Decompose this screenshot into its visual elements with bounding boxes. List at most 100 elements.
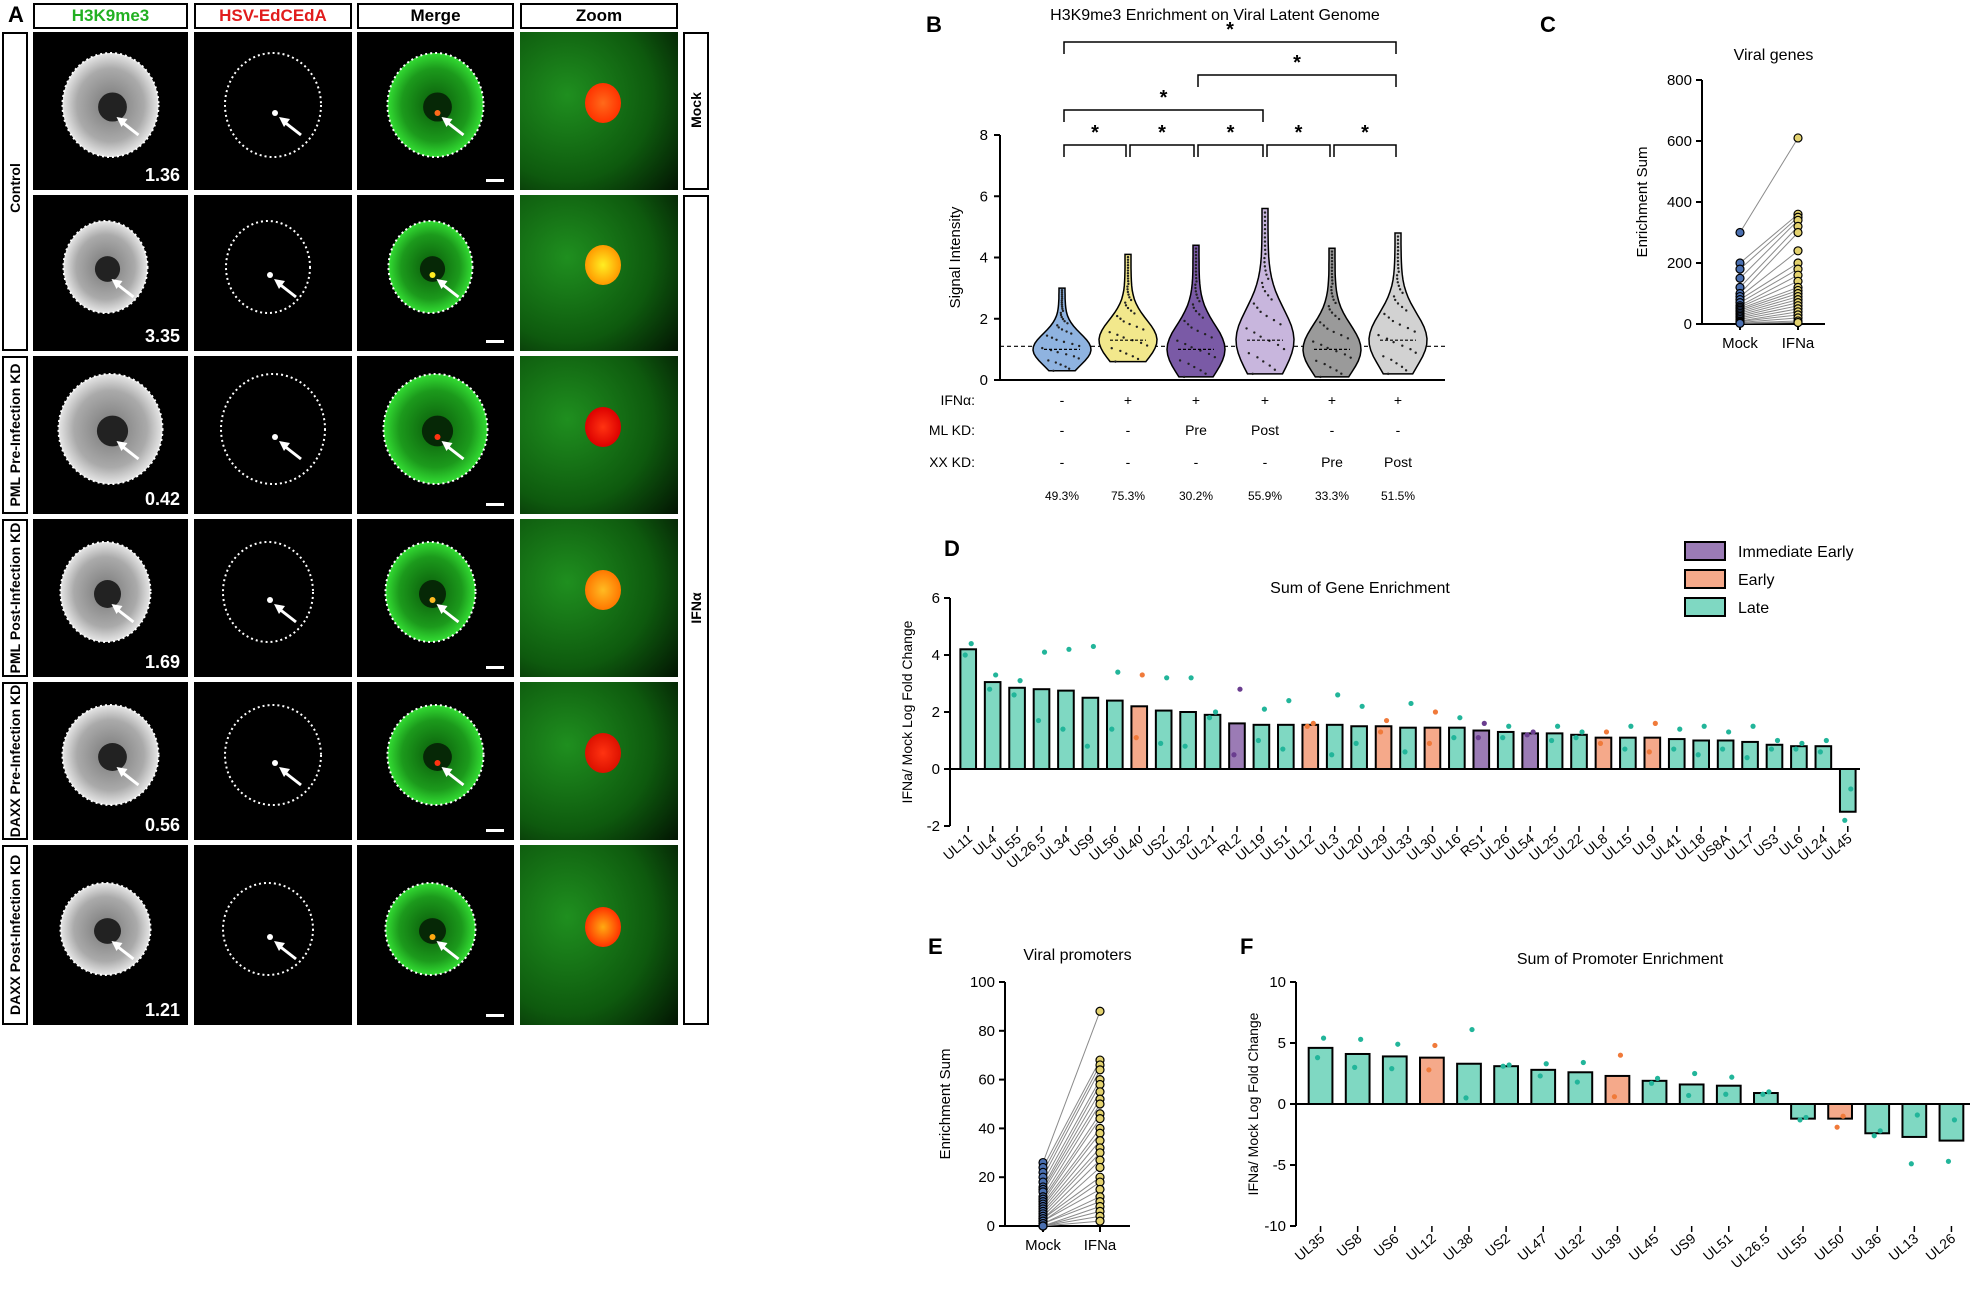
violin-point: [1396, 302, 1400, 305]
violin-point: [1062, 340, 1066, 344]
pair-line: [1739, 250, 1799, 297]
x-tick-label: UL47: [1514, 1230, 1550, 1264]
replicate-point: [1231, 752, 1237, 758]
violin-point: [1194, 250, 1198, 254]
replicate-point: [1554, 723, 1561, 729]
table-cell: -: [1263, 454, 1268, 470]
bar: [1619, 736, 1637, 770]
micro-shape: [222, 541, 314, 643]
replicate-point: [1692, 1070, 1698, 1077]
violin-point: [1060, 291, 1064, 294]
violin-point: [1122, 320, 1125, 323]
micro-shape: [436, 604, 448, 614]
micro-image: [520, 356, 678, 514]
micro-shape: [421, 415, 454, 447]
panel-e-letter: E: [928, 934, 943, 959]
replicate-point: [1573, 735, 1579, 741]
mock-point: [1735, 264, 1745, 274]
pair-line: [1042, 1091, 1101, 1190]
x-tick-label: UL55: [1774, 1230, 1810, 1264]
y-axis-label: Enrichment Sum: [1634, 147, 1651, 258]
chart-title: Sum of Gene Enrichment: [1270, 580, 1450, 597]
violin-point: [1194, 270, 1198, 273]
bar: [1179, 711, 1197, 770]
replicate-point: [1286, 698, 1292, 704]
replicate-point: [1310, 720, 1316, 726]
replicate-point: [1603, 729, 1610, 735]
x-tick-label: UL35: [1292, 1230, 1328, 1264]
bar: [1277, 723, 1295, 770]
percentage-label: 75.3%: [1111, 489, 1145, 503]
table-cell: Post: [1384, 454, 1412, 470]
violin-point: [1263, 219, 1267, 223]
y-tick-label: 0: [987, 1218, 995, 1235]
violin-point: [1329, 366, 1332, 369]
panel-a-letter: A: [8, 2, 24, 27]
violin-point: [1142, 328, 1145, 331]
violin-point: [1207, 352, 1211, 356]
bar: [1716, 739, 1735, 770]
y-tick-label: 800: [1667, 72, 1692, 89]
micro-shape: [222, 882, 314, 976]
bar: [1790, 745, 1808, 770]
row-label-box-daxx-pre: [2, 682, 28, 840]
x-tick-label: US2: [1482, 1230, 1513, 1260]
violin-point: [1060, 293, 1064, 296]
micro-shape: [224, 52, 322, 158]
bar: [1252, 723, 1271, 770]
violin-point: [1210, 336, 1213, 339]
pair-line: [1042, 1079, 1101, 1183]
y-tick-label: 0: [932, 761, 940, 778]
violin-point: [1045, 334, 1049, 337]
violin-point: [1041, 346, 1044, 350]
bar: [1901, 1103, 1928, 1138]
pair-line: [1739, 311, 1799, 322]
x-tick-label: Mock: [1722, 335, 1758, 352]
violin-point: [1401, 291, 1404, 295]
replicate-point: [1701, 723, 1707, 729]
significance-star: *: [1293, 52, 1301, 74]
pair-line: [1739, 314, 1799, 323]
micro-panel-r3-c1: 0.42: [33, 356, 188, 514]
violin-point: [1077, 344, 1081, 348]
pair-line: [1042, 1064, 1101, 1173]
table-cell: -: [1060, 454, 1065, 470]
micro-panel-r5-c2: [194, 682, 352, 840]
violin-point: [1334, 301, 1337, 305]
violin-point: [1396, 256, 1400, 259]
violin-point: [1178, 359, 1182, 362]
micro-image: [225, 220, 311, 314]
violin-point: [1334, 314, 1337, 318]
y-tick-label: 6: [932, 590, 940, 607]
y-tick-label: 6: [980, 188, 988, 205]
pair-line: [1042, 1118, 1101, 1202]
percentage-label: 49.3%: [1045, 489, 1079, 503]
micro-panel-r1-c4: [520, 32, 678, 190]
replicate-point: [1797, 1117, 1803, 1123]
micro-shape: [116, 117, 128, 127]
replicate-point: [1280, 746, 1286, 752]
violin-point: [1404, 369, 1408, 372]
ifna-point: [1793, 227, 1803, 238]
violin-point: [1129, 309, 1133, 312]
violin-point: [1252, 302, 1256, 305]
violin-point: [1060, 297, 1064, 300]
mock-group-box: [683, 32, 709, 190]
chart-title: Viral genes: [1734, 47, 1814, 64]
chart-title: Sum of Promoter Enrichment: [1517, 951, 1724, 968]
violin-point: [1127, 293, 1130, 296]
y-tick-label: 10: [1269, 974, 1286, 991]
bar: [1008, 686, 1026, 770]
micro-shape: [423, 92, 452, 122]
replicate-point: [1090, 643, 1096, 650]
violin-point: [1114, 360, 1117, 363]
replicate-point: [1750, 723, 1756, 729]
violin-point: [1115, 314, 1119, 318]
violin-point: [1050, 336, 1054, 339]
micro-shape: [419, 918, 446, 944]
violin-point: [1126, 280, 1130, 283]
table-cell: -: [1126, 422, 1131, 438]
legend-label: Early: [1738, 572, 1774, 589]
replicate-point: [1654, 1075, 1661, 1081]
x-tick-label: UL38: [1440, 1230, 1476, 1264]
